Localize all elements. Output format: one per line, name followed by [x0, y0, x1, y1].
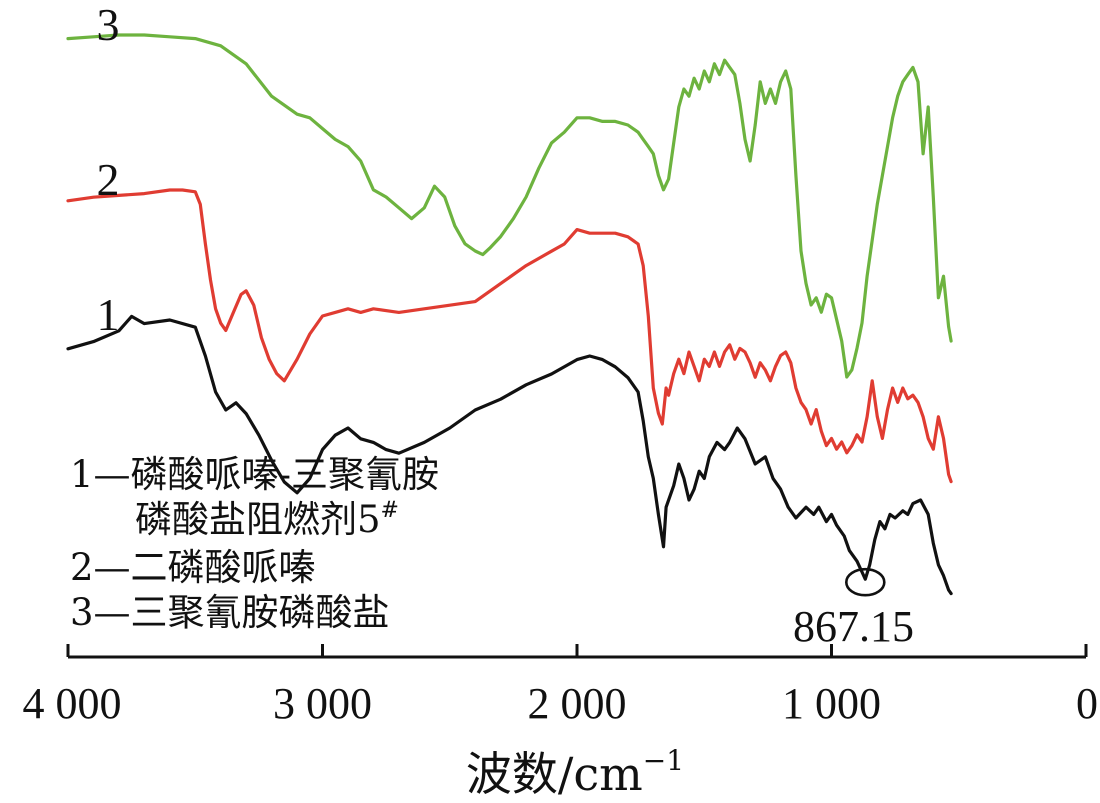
x-tick-label-4: 0	[1076, 679, 1098, 728]
peak-annotation-ellipse	[844, 567, 886, 597]
legend-line-2-sup: #	[381, 498, 399, 523]
legend-line-4: 3—三聚氰胺磷酸盐	[70, 591, 390, 634]
spectrum-curve-1	[66, 314, 953, 596]
legend-line-3: 2—二磷酸哌嗪	[70, 546, 316, 589]
x-axis-title-sup: −1	[643, 744, 684, 777]
x-tick-label-0: 4 000	[23, 679, 122, 728]
x-axis-ticks: 4 000 3 000 2 000 1 000 0	[23, 644, 1098, 728]
x-tick-label-3: 1 000	[782, 679, 881, 728]
series-numbers: 1 2 3	[97, 0, 120, 340]
x-tick-label-1: 3 000	[273, 679, 372, 728]
x-tick-label-2: 2 000	[528, 679, 627, 728]
spectrum-curves	[66, 33, 953, 596]
spectrum-curve-3	[66, 33, 953, 379]
legend: 1—磷酸哌嗪-三聚氰胺 磷酸盐阻燃剂5# 2—二磷酸哌嗪 3—三聚氰胺磷酸盐	[70, 453, 439, 634]
legend-line-2-main: 磷酸盐阻燃剂5	[135, 498, 381, 541]
spectrum-curve-2	[66, 188, 953, 484]
series-number-3: 3	[97, 0, 120, 50]
legend-line-1: 1—磷酸哌嗪-三聚氰胺	[70, 453, 439, 496]
series-number-2: 2	[97, 154, 120, 205]
x-axis-title: 波数/cm−1	[466, 744, 684, 801]
x-axis-title-main: 波数/cm	[466, 747, 643, 801]
legend-line-2: 磷酸盐阻燃剂5#	[135, 498, 399, 541]
series-number-1: 1	[97, 289, 120, 340]
peak-annotation: 867.15	[793, 567, 914, 651]
peak-annotation-label: 867.15	[793, 602, 914, 651]
